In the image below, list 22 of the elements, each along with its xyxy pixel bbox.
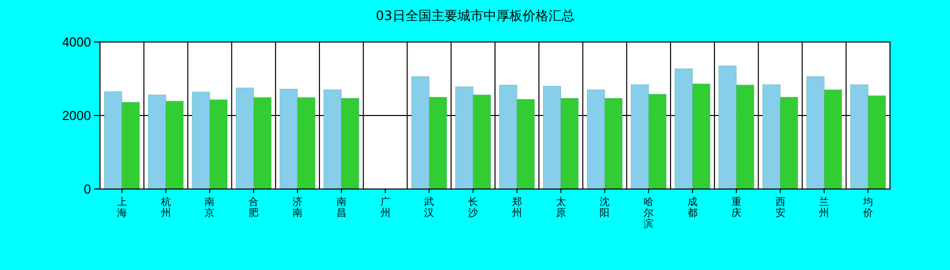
x-tick-label: 重庆 bbox=[731, 196, 742, 219]
x-tick-label: 杭州 bbox=[160, 196, 171, 219]
x-tick-label: 南京 bbox=[204, 196, 215, 219]
x-tick-label: 合肥 bbox=[248, 196, 259, 219]
x-tick-label: 广州 bbox=[380, 196, 390, 219]
x-tick-label: 西安 bbox=[775, 197, 786, 219]
x-tick-label: 哈尔滨 bbox=[644, 196, 654, 230]
y-tick-label: 2000 bbox=[62, 108, 91, 124]
y-tick-label: 0 bbox=[84, 182, 91, 197]
x-tick-label: 沈阳 bbox=[600, 196, 610, 219]
chart-title: 03日全国主要城市中厚板价格汇总 bbox=[376, 8, 574, 24]
x-tick-label: 兰州 bbox=[819, 196, 830, 219]
x-tick-label: 上海 bbox=[116, 196, 127, 219]
x-tick-label: 武汉 bbox=[424, 196, 434, 219]
x-tick-label: 成都 bbox=[688, 196, 698, 219]
x-tick-label: 长沙 bbox=[468, 196, 478, 219]
y-tick-label: 4000 bbox=[62, 34, 91, 50]
x-tick-label: 郑州 bbox=[512, 196, 522, 219]
x-tick-label: 太原 bbox=[556, 196, 566, 219]
x-tick-label: 济南 bbox=[292, 196, 302, 219]
x-tick-label: 南昌 bbox=[336, 196, 346, 219]
x-tick-label: 均价 bbox=[862, 196, 874, 219]
